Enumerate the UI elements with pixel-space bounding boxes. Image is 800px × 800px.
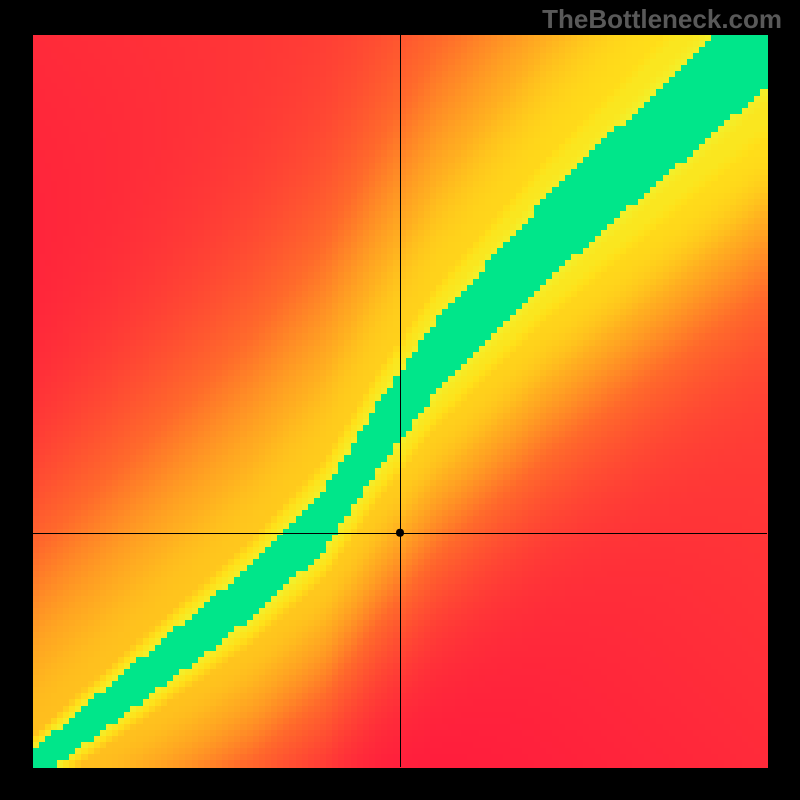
watermark-text: TheBottleneck.com (542, 4, 782, 35)
bottleneck-heatmap (0, 0, 800, 800)
